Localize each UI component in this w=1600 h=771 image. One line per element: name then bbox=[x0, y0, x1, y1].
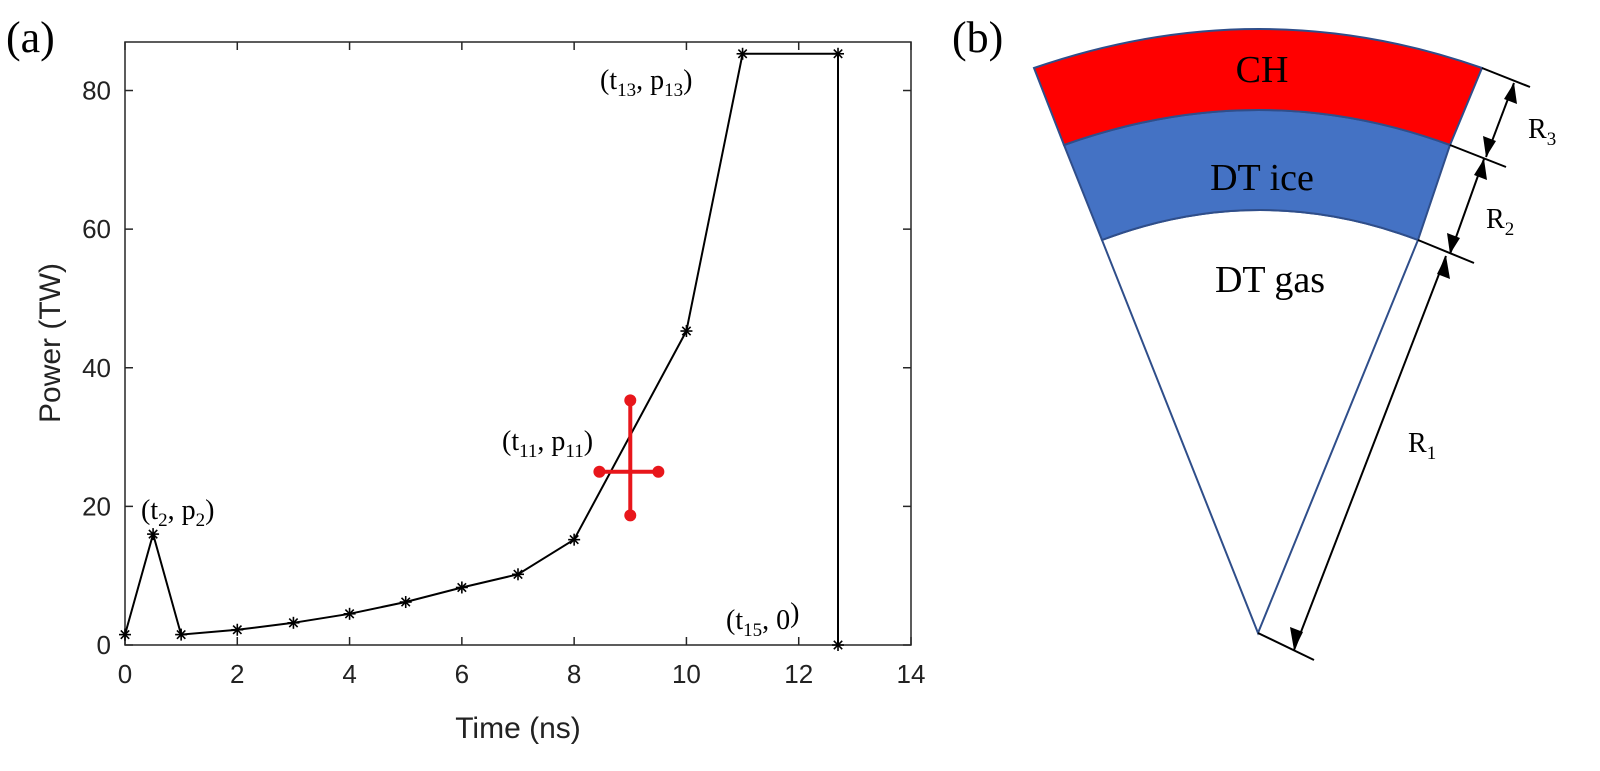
r3-arrowhead-top bbox=[1504, 83, 1517, 104]
y-tick-label: 40 bbox=[82, 353, 111, 383]
y-tick-label: 60 bbox=[82, 214, 111, 244]
marker-stroke bbox=[681, 326, 692, 336]
dt-ice-layer-label: DT ice bbox=[1210, 157, 1314, 199]
marker-stroke bbox=[569, 534, 579, 545]
r3-arrowhead-bottom bbox=[1483, 136, 1496, 157]
x-tick-label: 8 bbox=[567, 659, 581, 689]
power-data-point bbox=[512, 568, 524, 581]
r2-r3-extension-line bbox=[1449, 144, 1507, 168]
power-data-point bbox=[343, 607, 356, 620]
x-tick-label: 2 bbox=[230, 659, 244, 689]
plot-frame bbox=[124, 41, 912, 646]
x-tick-label: 0 bbox=[118, 659, 132, 689]
marker-stroke bbox=[737, 49, 748, 59]
uncertainty-endpoint bbox=[652, 465, 665, 478]
r1-arrowhead-bottom bbox=[1290, 627, 1303, 650]
power-data-point bbox=[231, 623, 244, 636]
marker-stroke bbox=[176, 629, 186, 640]
annotation-t15-0: (t15, 0) bbox=[726, 598, 799, 641]
x-axis-ticks: 0 2 4 6 8 10 12 14 bbox=[118, 42, 926, 689]
annotation-t13-p13: (t13, p13) bbox=[600, 65, 692, 101]
x-tick-label: 10 bbox=[672, 659, 701, 689]
dt-gas-region-label: DT gas bbox=[1215, 259, 1325, 301]
marker-stroke bbox=[513, 569, 523, 580]
power-series-line bbox=[124, 52, 839, 645]
marker-stroke bbox=[288, 618, 299, 628]
power-data-point bbox=[175, 628, 188, 641]
power-data-point bbox=[147, 528, 160, 541]
uncertainty-endpoint bbox=[593, 465, 606, 478]
power-data-point bbox=[287, 616, 300, 629]
power-data-point bbox=[832, 47, 845, 60]
x-tick-label: 6 bbox=[455, 659, 469, 689]
series-layer bbox=[119, 47, 845, 651]
x-tick-label: 4 bbox=[342, 659, 356, 689]
power-data-point bbox=[680, 325, 693, 338]
x-axis-title: Time (ns) bbox=[455, 712, 581, 745]
marker-stroke bbox=[400, 597, 411, 607]
y-tick-label: 20 bbox=[82, 491, 111, 521]
r1-label: R1 bbox=[1408, 428, 1436, 464]
marker-stroke bbox=[120, 629, 130, 640]
power-time-plot: 0 2 4 6 8 10 12 14 0 20 40 60 80 bbox=[82, 41, 926, 689]
power-data-point bbox=[399, 596, 412, 609]
ch-layer bbox=[1032, 28, 1484, 147]
marker-stroke bbox=[232, 624, 243, 635]
panel-a-label: (a) bbox=[6, 13, 55, 62]
uncertainty-cross bbox=[593, 394, 665, 522]
r1-arrowhead-top bbox=[1437, 256, 1450, 279]
marker-stroke bbox=[457, 582, 467, 593]
annotation-t2-p2: (t2, p2) bbox=[141, 495, 214, 531]
y-tick-label: 80 bbox=[82, 76, 111, 106]
r2-label: R2 bbox=[1486, 204, 1514, 240]
y-axis-title: Power (TW) bbox=[34, 263, 67, 423]
power-data-point bbox=[736, 47, 749, 60]
r2-arrowhead-top bbox=[1474, 159, 1487, 180]
r3-label: R3 bbox=[1528, 114, 1556, 150]
marker-stroke bbox=[833, 49, 843, 59]
ch-layer-label: CH bbox=[1236, 49, 1289, 91]
uncertainty-endpoint bbox=[624, 394, 637, 407]
power-data-point bbox=[455, 581, 468, 594]
annotation-t11-p11: (t11, p11) bbox=[502, 426, 593, 462]
r1-r2-extension-line bbox=[1417, 239, 1475, 264]
marker-stroke bbox=[344, 609, 355, 619]
y-axis-ticks: 0 20 40 60 80 bbox=[82, 76, 911, 660]
r1-extension-line bbox=[1257, 632, 1315, 661]
panel-b-label: (b) bbox=[952, 13, 1003, 62]
uncertainty-endpoint bbox=[624, 509, 637, 522]
marker-stroke bbox=[833, 640, 843, 650]
power-data-point bbox=[832, 639, 845, 651]
r2-arrowhead-bottom bbox=[1447, 233, 1460, 254]
r3-extension-line bbox=[1481, 67, 1531, 88]
power-data-point bbox=[568, 533, 581, 546]
y-tick-label: 0 bbox=[97, 630, 111, 660]
marker-stroke bbox=[148, 529, 158, 539]
capsule-sector-diagram: CH DT ice DT gas R1 R2 R3 bbox=[1032, 28, 1556, 661]
power-data-point bbox=[119, 628, 131, 641]
r1-dimension-line bbox=[1293, 255, 1447, 651]
x-tick-label: 12 bbox=[784, 659, 813, 689]
x-tick-label: 14 bbox=[897, 659, 926, 689]
